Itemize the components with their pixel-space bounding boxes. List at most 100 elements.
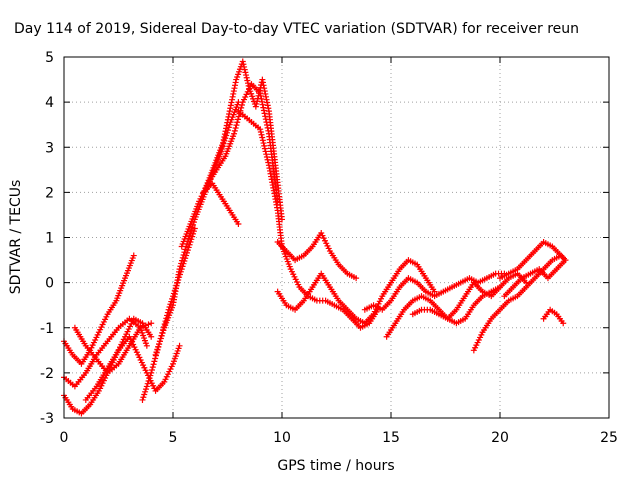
data-point	[263, 153, 270, 160]
data-point	[185, 235, 192, 242]
data-point	[252, 103, 259, 110]
data-point	[156, 340, 163, 347]
data-point	[178, 257, 185, 264]
data-point	[153, 349, 160, 356]
y-tick-label: 0	[45, 276, 54, 292]
data-point	[178, 260, 185, 267]
data-point	[238, 104, 245, 111]
y-tick-label: 5	[45, 50, 54, 66]
data-point	[130, 252, 137, 259]
data-point	[190, 228, 197, 235]
grid-lines	[64, 57, 609, 418]
y-axis-label: SDTVAR / TECUs	[8, 180, 24, 295]
data-point	[257, 126, 264, 133]
data-point	[167, 301, 174, 308]
data-point	[186, 232, 193, 239]
series-12	[274, 229, 360, 282]
data-point	[145, 321, 152, 328]
data-point	[142, 386, 149, 393]
data-point	[146, 375, 153, 382]
data-point	[231, 127, 238, 134]
data-point	[258, 131, 265, 138]
data-point	[263, 151, 270, 158]
data-point	[261, 145, 268, 152]
data-point	[243, 72, 250, 79]
data-point	[232, 124, 239, 131]
data-point	[241, 66, 248, 73]
data-point	[185, 244, 192, 251]
data-point	[259, 137, 266, 144]
data-point	[145, 377, 152, 384]
data-point	[148, 333, 155, 340]
data-point	[560, 320, 567, 327]
data-point	[142, 322, 149, 329]
x-axis-label: GPS time / hours	[277, 458, 394, 474]
data-point	[176, 266, 183, 273]
data-point	[264, 156, 271, 163]
data-point	[156, 338, 163, 345]
data-point	[152, 351, 159, 358]
data-point	[143, 342, 150, 349]
data-point	[244, 80, 251, 87]
x-tick-labels: 0 5 10 15 20 25	[60, 430, 618, 446]
data-point	[154, 346, 161, 353]
series-1	[61, 252, 137, 367]
data-point	[190, 221, 197, 228]
data-point	[262, 148, 269, 155]
data-point	[157, 335, 164, 342]
x-tick-label: 5	[169, 430, 178, 446]
data-point	[188, 236, 195, 243]
data-point	[159, 330, 166, 337]
data-point	[241, 63, 248, 70]
data-point	[140, 323, 147, 330]
data-point	[260, 107, 267, 114]
data-point	[562, 257, 569, 264]
data-point	[260, 104, 267, 111]
data-point	[253, 100, 260, 107]
data-point	[244, 77, 251, 84]
data-point	[235, 116, 242, 123]
y-tick-label: 4	[45, 95, 54, 111]
x-tick-label: 10	[273, 430, 291, 446]
data-point	[254, 95, 261, 102]
data-point	[188, 227, 195, 234]
data-point	[279, 216, 285, 223]
series-9	[202, 58, 285, 223]
data-point	[186, 241, 193, 248]
data-point	[233, 122, 240, 129]
data-point	[140, 394, 147, 401]
y-tick-label: 3	[45, 140, 54, 156]
data-point	[141, 391, 148, 398]
data-point	[144, 380, 151, 387]
data-point	[148, 367, 155, 374]
series-19	[501, 257, 569, 300]
y-tick-label: -2	[40, 366, 54, 382]
x-tick-label: 20	[491, 430, 509, 446]
data-point	[181, 249, 188, 256]
data-point	[239, 58, 246, 65]
data-point	[139, 396, 146, 403]
data-point	[265, 159, 272, 166]
data-point	[151, 358, 158, 365]
data-point	[259, 101, 266, 108]
data-point	[150, 361, 157, 368]
x-tick-label: 25	[600, 430, 618, 446]
data-series	[61, 58, 569, 417]
data-point	[143, 383, 150, 390]
data-point	[176, 342, 183, 349]
data-point	[179, 254, 186, 261]
series-14	[361, 270, 508, 313]
data-point	[190, 230, 197, 237]
data-point	[234, 119, 241, 126]
data-point	[256, 87, 263, 94]
data-point	[256, 90, 263, 97]
data-point	[353, 275, 360, 282]
data-point	[158, 332, 165, 339]
series-16	[409, 284, 503, 327]
data-point	[147, 372, 154, 379]
data-point	[242, 69, 249, 76]
series-3	[61, 315, 150, 390]
axis-ticks	[63, 56, 610, 419]
data-point	[260, 140, 267, 147]
data-point	[160, 327, 167, 334]
